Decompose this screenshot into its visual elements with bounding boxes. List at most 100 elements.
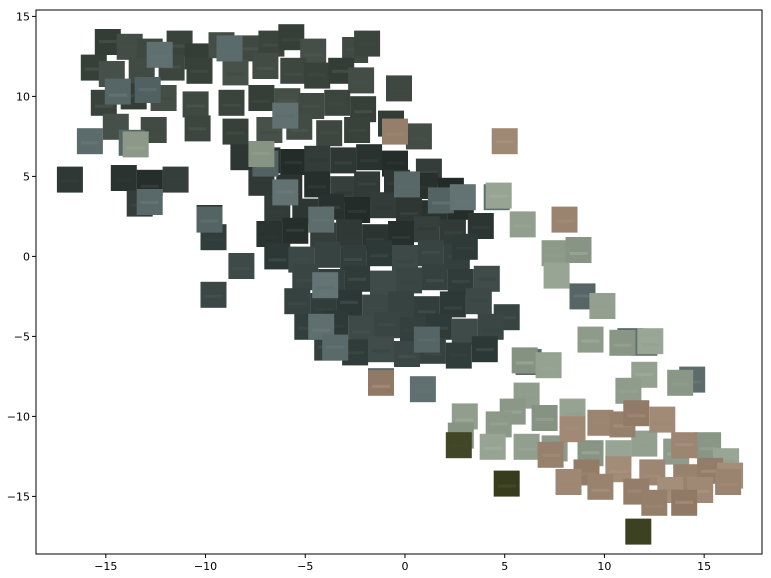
image-tile-texture: [278, 99, 297, 103]
image-tile-texture: [455, 418, 474, 422]
image-tile-texture: [627, 489, 646, 493]
image-tile-texture: [124, 94, 143, 98]
image-tile-point: [110, 165, 137, 191]
image-tile-texture: [366, 238, 385, 242]
image-tile-point: [218, 89, 245, 116]
image-tile-texture: [334, 191, 353, 195]
image-tile-texture: [308, 185, 327, 189]
image-tile-point: [451, 233, 478, 260]
image-tile-texture: [497, 316, 516, 320]
image-tile-point: [649, 406, 676, 433]
image-tile-texture: [328, 102, 347, 106]
image-tile-texture: [98, 40, 117, 43]
image-tile-point: [280, 57, 307, 84]
image-tile-texture: [517, 447, 536, 451]
image-tile-texture: [417, 310, 436, 314]
image-tile-texture: [635, 443, 654, 447]
image-tile-texture: [140, 201, 159, 204]
image-tile-texture: [366, 306, 385, 310]
image-tile-texture: [326, 345, 345, 349]
image-tile-texture: [661, 489, 680, 492]
image-tile-point: [555, 469, 582, 495]
image-tile-point: [715, 469, 742, 495]
image-tile-texture: [358, 42, 377, 46]
image-tile-texture: [629, 531, 648, 535]
image-tile-point: [637, 328, 664, 355]
image-tile-texture: [314, 234, 333, 238]
image-tile-texture: [581, 339, 600, 343]
image-tile-texture: [421, 251, 440, 255]
image-tile-texture: [392, 236, 410, 239]
image-tile-texture: [392, 304, 410, 308]
image-tile-texture: [719, 483, 738, 486]
image-tile-texture: [423, 352, 442, 356]
image-tile-point: [278, 24, 305, 51]
image-tile-point: [312, 272, 339, 299]
image-tile-texture: [559, 483, 578, 486]
image-tile-texture: [354, 110, 373, 114]
image-tile-texture: [497, 484, 516, 488]
image-tile-texture: [483, 446, 502, 450]
image-tile-texture: [398, 355, 416, 358]
image-tile-texture: [102, 75, 121, 78]
image-tile-point: [386, 75, 412, 102]
image-tile-texture: [106, 128, 125, 132]
image-tile-texture: [296, 209, 315, 213]
image-tile-point: [252, 53, 279, 79]
image-tile-texture: [284, 161, 303, 164]
image-tile-point: [541, 240, 568, 267]
image-tile-texture: [352, 80, 371, 84]
x-tick-label: −15: [94, 560, 117, 573]
image-tile-texture: [635, 372, 654, 376]
image-tile-texture: [569, 252, 588, 255]
image-tile-texture: [144, 128, 163, 131]
image-tile-texture: [613, 424, 632, 428]
image-tile-texture: [290, 128, 309, 132]
image-tile-texture: [120, 45, 139, 49]
image-tile-texture: [593, 305, 612, 308]
image-tile-texture: [404, 329, 422, 332]
image-tile-texture: [717, 459, 736, 463]
image-tile-texture: [296, 279, 315, 283]
image-tile-texture: [469, 299, 488, 303]
image-tile-texture: [348, 210, 367, 213]
image-tile-point: [104, 78, 131, 105]
image-tile-texture: [489, 194, 508, 198]
image-tile-point: [405, 123, 432, 150]
image-tile-texture: [372, 349, 390, 353]
y-tick-label: 10: [16, 90, 30, 103]
image-tile-point: [396, 267, 422, 294]
image-tile-texture: [671, 382, 690, 386]
y-tick-label: 5: [23, 170, 30, 183]
image-tile-point: [409, 376, 436, 403]
image-tile-texture: [256, 67, 275, 70]
image-tile-texture: [204, 294, 223, 298]
image-tile-texture: [166, 177, 185, 181]
image-tile-texture: [400, 281, 418, 285]
image-tile-texture: [539, 367, 558, 371]
image-tile-texture: [260, 236, 279, 239]
image-tile-texture: [318, 253, 337, 257]
image-tile-texture: [675, 500, 694, 504]
image-tile-texture: [453, 199, 472, 203]
y-tick-label: −5: [14, 330, 30, 343]
image-tile-texture: [284, 72, 303, 76]
image-tile-texture: [455, 332, 474, 336]
image-tile-texture: [701, 469, 720, 473]
image-tile-point: [513, 433, 540, 460]
image-tile-texture: [563, 412, 582, 416]
image-tile-texture: [344, 258, 363, 261]
image-tile-point: [248, 85, 275, 111]
y-tick-label: −10: [7, 410, 30, 423]
image-tile-texture: [495, 140, 514, 144]
image-tile-texture: [400, 212, 418, 215]
image-tile-point: [392, 245, 418, 271]
image-tile-texture: [240, 47, 259, 51]
image-tile-point: [304, 171, 331, 198]
image-tile-point: [216, 35, 243, 62]
image-tile-texture: [417, 227, 436, 231]
image-tile-texture: [477, 277, 496, 281]
image-tile-texture: [573, 294, 592, 298]
image-tile-texture: [374, 283, 392, 287]
image-tile-texture: [489, 422, 508, 426]
